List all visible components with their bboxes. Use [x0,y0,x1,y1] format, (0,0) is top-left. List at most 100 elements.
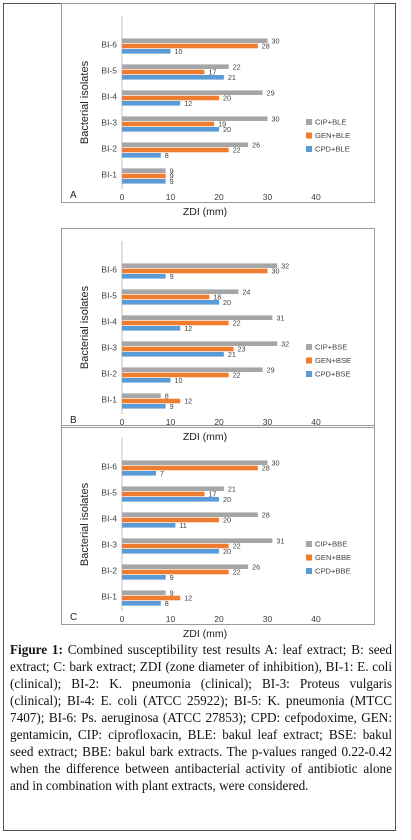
data-label: 12 [184,99,192,108]
panel-letter: B [70,415,77,426]
bar-gen-bbe [122,517,219,523]
data-label: 21 [228,484,236,493]
data-label: 28 [262,464,270,473]
bar-cpd-ble [122,127,219,132]
bar-cpd-bse [122,352,224,357]
bar-cip-ble [122,64,229,69]
category-label: BI-1 [101,394,117,404]
data-label: 9 [170,172,174,181]
bar-gen-bse [122,398,181,404]
data-label: 9 [170,272,174,281]
data-label: 18 [213,293,221,302]
x-axis-label: ZDI (mm) [183,628,227,640]
bar-cip-bbe [122,538,273,543]
legend-swatch [306,568,312,574]
data-label: 17 [208,490,216,499]
category-label: BI-5 [101,487,117,497]
data-label: 21 [228,73,236,82]
bar-cip-bbe [122,564,249,569]
bar-cpd-bse [122,404,166,409]
data-label: 10 [175,376,183,385]
bar-cpd-bbe [122,471,156,476]
panel-letter: A [70,190,77,201]
x-tick-label: 0 [120,417,125,427]
bar-gen-bbe [122,595,181,601]
bar-gen-bbe [122,569,229,575]
bar-cpd-ble [122,153,161,158]
bar-cip-ble [122,90,263,95]
caption-label: Figure 1: [10,642,63,657]
data-label: 12 [184,397,192,406]
category-label: BI-3 [101,539,117,549]
x-tick-label: 40 [311,417,321,427]
category-label: BI-5 [101,290,117,300]
bar-cpd-bse [122,326,181,331]
legend-swatch [306,541,312,547]
data-label: 9 [170,177,174,186]
bar-cpd-ble [122,49,171,54]
data-label: 20 [223,298,231,307]
data-label: 20 [223,547,231,556]
data-label: 23 [238,345,246,354]
x-tick-label: 40 [311,614,321,624]
figure-caption: Figure 1: Combined susceptibility test r… [10,641,392,794]
category-label: BI-1 [101,169,117,179]
x-tick-label: 0 [120,192,125,202]
bar-gen-bse [122,346,234,352]
bar-cpd-bbe [122,575,166,580]
bar-gen-ble [122,121,215,127]
data-label: 20 [223,125,231,134]
bar-gen-ble [122,43,258,49]
data-label: 8 [165,599,169,608]
bar-cpd-bbe [122,601,161,606]
legend-label: CIP+BSE [315,343,347,352]
legend-label: CPD+BSE [315,370,351,379]
category-label: BI-6 [101,461,117,471]
bar-cip-bse [122,315,273,320]
bar-cpd-ble [122,179,166,184]
data-label: 26 [252,562,260,571]
data-label: 7 [160,469,164,478]
x-tick-label: 20 [214,417,224,427]
legend-label: GEN+BBE [315,553,351,562]
bar-cip-bse [122,263,278,268]
x-tick-label: 10 [166,614,176,624]
category-label: BI-3 [101,342,117,352]
legend-swatch [306,119,312,125]
bar-gen-bse [122,294,210,300]
legend-label: CIP+BBE [315,540,347,549]
bar-cpd-bbe [122,523,176,528]
bar-cpd-bse [122,378,171,383]
x-axis-label: ZDI (mm) [183,431,227,443]
x-tick-label: 30 [263,192,273,202]
bar-gen-bbe [122,491,205,497]
bar-cpd-bse [122,300,219,305]
bar-cip-bse [122,341,278,346]
legend-label: CPD+BBE [315,567,351,576]
bar-cip-bse [122,367,263,372]
data-label: 20 [223,516,231,525]
x-tick-label: 30 [263,417,273,427]
x-tick-label: 0 [120,614,125,624]
legend-label: GEN+BSE [315,356,351,365]
data-label: 9 [170,573,174,582]
data-label: 22 [233,62,241,71]
data-label: 22 [233,542,241,551]
category-label: BI-6 [101,264,117,274]
x-tick-label: 40 [311,192,321,202]
bar-cip-ble [122,168,166,173]
legend-label: GEN+BLE [315,131,350,140]
data-label: 32 [281,261,289,270]
panel-c-border [61,425,375,625]
bar-cpd-bbe [122,497,219,502]
data-label: 19 [218,120,226,129]
legend-swatch [306,344,312,350]
data-label: 30 [272,36,280,45]
bar-gen-bbe [122,465,258,471]
legend-label: CPD+BLE [315,145,350,154]
data-label: 22 [233,371,241,380]
data-label: 22 [233,146,241,155]
x-tick-label: 20 [214,614,224,624]
category-label: BI-2 [101,143,117,153]
category-label: BI-4 [101,513,117,523]
